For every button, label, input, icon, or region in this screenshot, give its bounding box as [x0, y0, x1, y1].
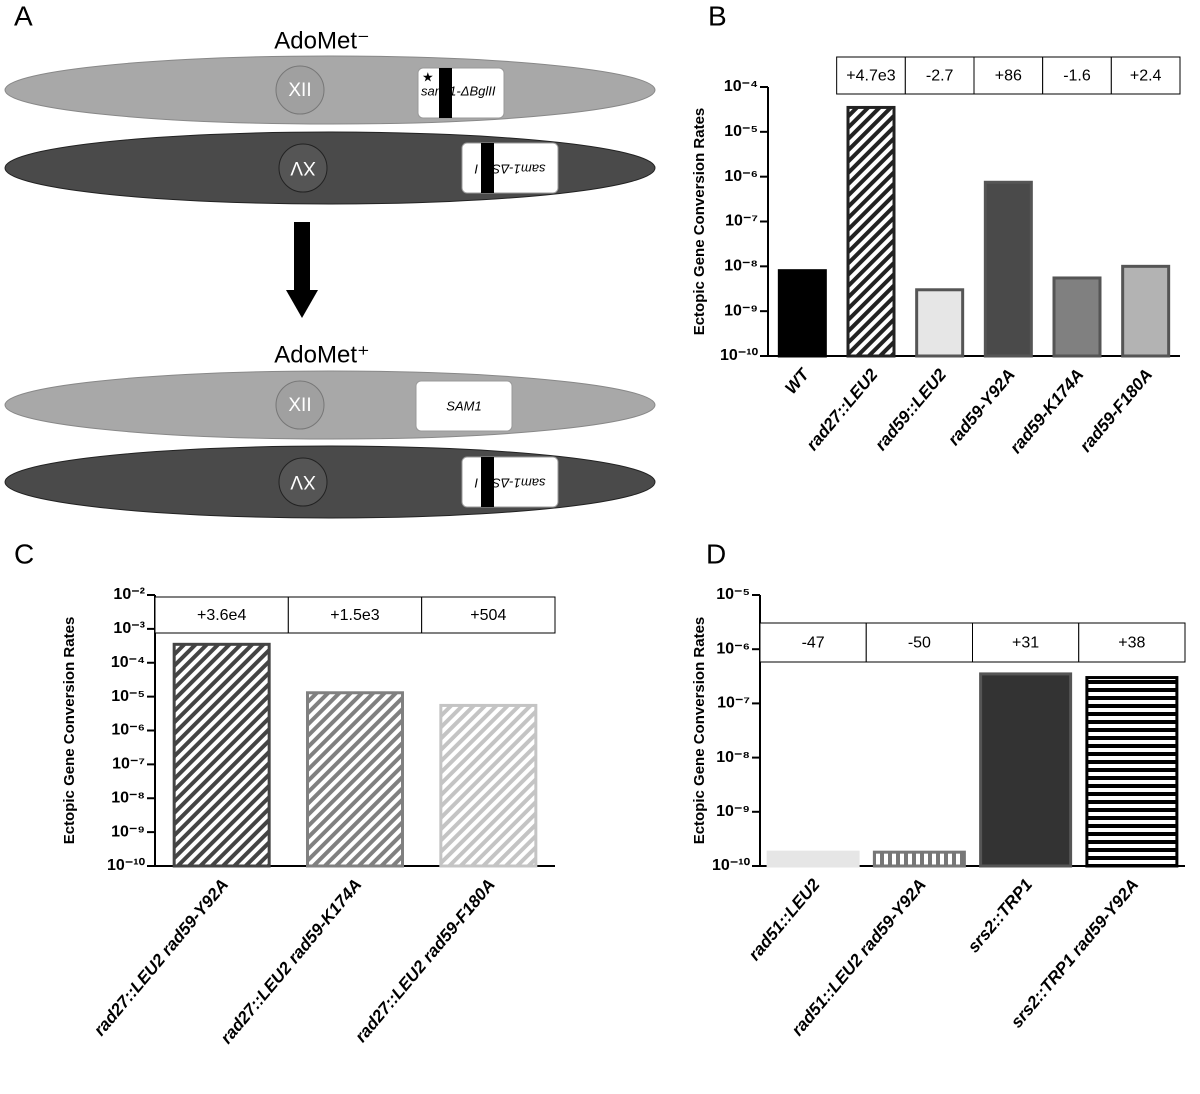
annotation-box	[154, 596, 289, 634]
bar	[979, 672, 1073, 868]
x-tick-label: rad27::LEU2 rad59-K174A	[217, 875, 366, 1047]
annotation: +86	[995, 68, 1022, 85]
y-tick-label: 10⁻⁶	[111, 722, 145, 739]
title: AdoMet⁻	[274, 27, 369, 54]
marker: sam1-ΔSal I	[474, 162, 545, 177]
annotation-box	[759, 622, 867, 663]
x-tick-label: srs2::TRP1 rad59-Y92A	[1007, 875, 1142, 1031]
annotation-box	[421, 596, 556, 634]
y-tick-label: 10⁻⁹	[724, 302, 758, 319]
annotation: +3.6e4	[197, 607, 246, 624]
y-tick-label: 10⁻³	[113, 620, 145, 637]
panel-a: A AdoMet⁻ XII ★ sam 1-ΔBglII XV sam1-ΔSa…	[4, 0, 656, 519]
bar	[846, 105, 896, 358]
annotation-box	[972, 622, 1080, 663]
y-tick-label: 10⁻⁵	[724, 123, 758, 140]
bar	[306, 691, 404, 868]
x-tick-label: rad51::LEU2	[745, 875, 824, 964]
chromosome	[4, 55, 656, 125]
marker: sam 1-ΔBglII	[421, 83, 496, 98]
gene-box	[415, 380, 513, 432]
bar	[872, 850, 966, 868]
annotation: +2.4	[1130, 68, 1162, 85]
chromosome-name: XV	[290, 157, 316, 178]
bar	[983, 180, 1033, 358]
x-tick-label: WT	[781, 364, 814, 398]
y-axis-label: Ectopic Gene Conversion Rates	[691, 617, 708, 845]
annotation: +4.7e3	[846, 68, 895, 85]
y-axis-label: Ectopic Gene Conversion Rates	[691, 108, 708, 336]
annotation: -1.6	[1063, 68, 1091, 85]
panel-label: A	[14, 0, 33, 31]
marker: sam1-ΔSal I	[474, 476, 545, 491]
y-tick-label: 10⁻⁷	[717, 695, 750, 712]
x-tick-label: rad27::LEU2	[803, 365, 882, 454]
panel-label: D	[706, 538, 726, 569]
marker: SAM1	[446, 398, 481, 413]
y-tick-label: 10⁻⁶	[724, 168, 758, 185]
annotation-box	[904, 56, 975, 95]
bar	[172, 642, 271, 868]
bar	[1085, 676, 1179, 868]
x-tick-label: rad27::LEU2 rad59-Y92A	[90, 875, 232, 1039]
title: AdoMet⁺	[274, 341, 369, 368]
y-tick-label: 10⁻⁸	[111, 789, 145, 806]
chromosome-name: XV	[290, 471, 316, 492]
y-tick-label: 10⁻⁵	[716, 586, 750, 603]
y-tick-label: 10⁻¹⁰	[712, 857, 751, 874]
annotation-box	[865, 622, 973, 663]
y-axis-label: Ectopic Gene Conversion Rates	[61, 617, 78, 845]
y-tick-label: 10⁻⁵	[111, 688, 145, 705]
annotation-box	[1078, 622, 1186, 663]
y-tick-label: 10⁻⁸	[716, 749, 750, 766]
y-tick-label: 10⁻¹⁰	[107, 857, 146, 874]
centromere	[275, 380, 325, 430]
chromosome	[4, 370, 656, 440]
bar	[1052, 276, 1102, 358]
bar	[1121, 264, 1171, 358]
x-tick-label: rad27::LEU2 rad59-F180A	[351, 875, 499, 1046]
x-tick-label: rad59-Y92A	[944, 365, 1019, 449]
annotation: -47	[802, 635, 825, 652]
star: ★	[422, 69, 434, 84]
y-tick-label: 10⁻⁸	[724, 258, 758, 275]
y-tick-label: 10⁻⁹	[716, 803, 750, 820]
y-tick-label: 10⁻⁴	[724, 78, 758, 95]
centromere	[275, 65, 325, 115]
annotation: +31	[1012, 635, 1039, 652]
x-tick-label: rad59::LEU2	[871, 365, 950, 454]
arrow-head	[286, 290, 318, 318]
band	[439, 68, 452, 118]
x-tick-label: srs2::TRP1	[964, 875, 1036, 956]
y-tick-label: 10⁻⁷	[112, 756, 145, 773]
annotation: -50	[908, 635, 931, 652]
annotation-box	[1042, 56, 1112, 95]
y-tick-label: 10⁻⁶	[716, 640, 750, 657]
centromere	[278, 457, 328, 507]
y-tick-label: 10⁻⁹	[111, 823, 145, 840]
chromosome-name: XII	[288, 395, 311, 416]
x-tick-label: rad59-F180A	[1076, 365, 1156, 455]
band	[481, 457, 494, 507]
arrow	[294, 222, 310, 292]
centromere	[278, 143, 328, 193]
panel-label: B	[708, 0, 727, 31]
y-tick-label: 10⁻²	[113, 586, 145, 603]
chromosome-name: XII	[288, 80, 311, 101]
y-tick-label: 10⁻¹⁰	[720, 347, 759, 364]
panel-label: C	[14, 538, 34, 569]
y-tick-label: 10⁻⁷	[725, 213, 758, 230]
bar	[439, 703, 538, 868]
bar	[766, 850, 860, 868]
band	[481, 143, 494, 193]
annotation: +504	[470, 607, 506, 624]
bar	[777, 269, 827, 358]
annotation: +1.5e3	[330, 607, 379, 624]
bar	[915, 288, 965, 358]
annotation: +38	[1118, 635, 1145, 652]
y-tick-label: 10⁻⁴	[111, 654, 145, 671]
annotation: -2.7	[926, 68, 954, 85]
annotation-box	[1110, 56, 1181, 95]
